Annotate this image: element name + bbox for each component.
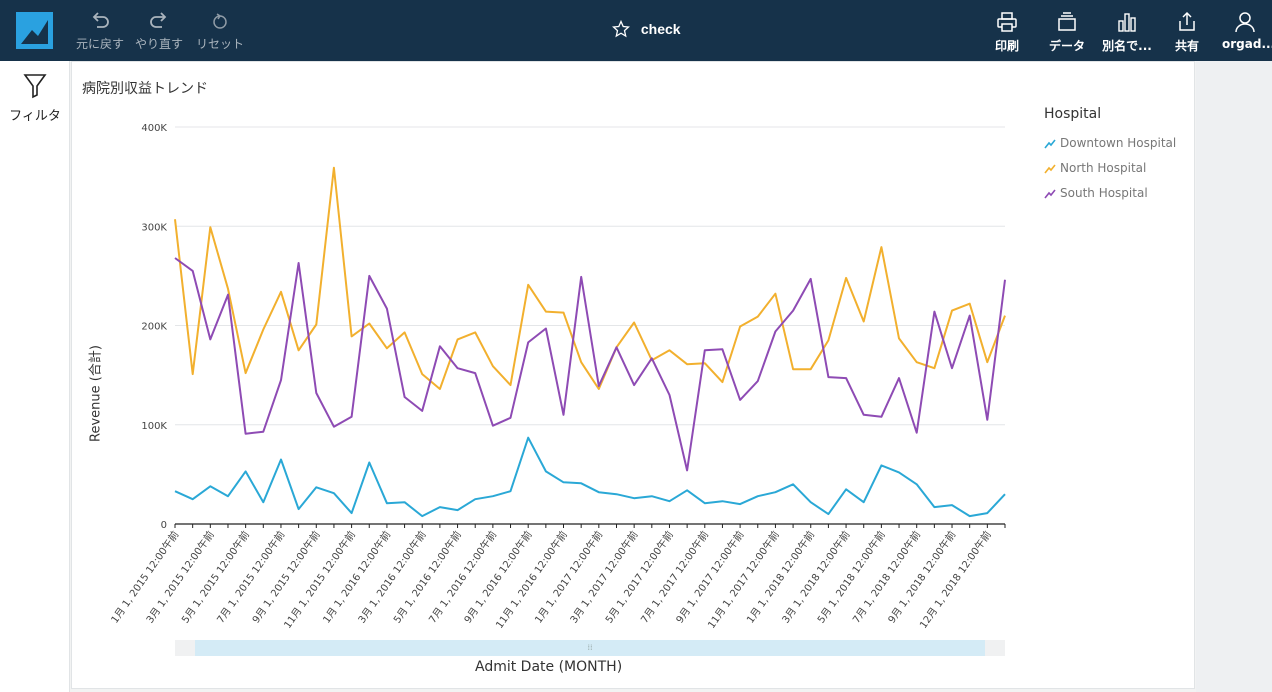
undo-label: 元に戻す <box>76 37 125 51</box>
series-line-south <box>174 257 1006 472</box>
bar-chart-icon <box>1118 13 1136 32</box>
x-tick-label: 3月 1, 2018 12:00午前 <box>779 528 853 625</box>
x-tick-label: 9月 1, 2015 12:00午前 <box>249 528 323 625</box>
top-toolbar: 元に戻す やり直す リセット check 印刷 <box>0 0 1272 61</box>
reset-label: リセット <box>195 37 244 51</box>
legend-item-south[interactable]: South Hospital <box>1044 186 1176 211</box>
x-tick-label: 5月 1, 2018 12:00午前 <box>814 528 888 625</box>
legend-label-downtown: Downtown Hospital <box>1060 136 1177 150</box>
redo-label: やり直す <box>134 37 183 51</box>
analysis-title: check <box>612 20 681 42</box>
undo-button[interactable]: 元に戻す <box>76 10 124 52</box>
range-scrollbar[interactable]: ⁞⁞ <box>175 640 1005 656</box>
analysis-title-text: check <box>640 21 681 37</box>
grip-icon: ⁞⁞ <box>587 643 593 652</box>
redo-button[interactable]: やり直す <box>134 10 184 52</box>
reset-icon <box>213 13 227 29</box>
x-tick-label: 1月 1, 2015 12:00午前 <box>108 528 182 625</box>
share-label: 共有 <box>1174 39 1199 53</box>
x-tick-label: 5月 1, 2016 12:00午前 <box>390 528 464 625</box>
x-tick-label: 11月 1, 2016 12:00午前 <box>493 528 570 631</box>
user-menu[interactable]: orgad... <box>1222 11 1272 51</box>
south-line-icon <box>1044 189 1056 198</box>
y-tick-label: 0 <box>161 520 167 531</box>
y-axis-title: Revenue (合計) <box>88 345 104 442</box>
filter-label: フィルタ <box>9 109 61 124</box>
x-tick-label: 12月 1, 2018 12:00午前 <box>917 528 994 631</box>
x-tick-label: 7月 1, 2016 12:00午前 <box>426 528 500 625</box>
downtown-line-icon <box>1044 139 1056 148</box>
legend-label-north: North Hospital <box>1060 161 1147 175</box>
redo-icon <box>150 12 167 28</box>
data-icon <box>1058 12 1076 31</box>
y-tick-label: 200K <box>141 322 167 333</box>
x-tick-label: 9月 1, 2017 12:00午前 <box>673 528 747 625</box>
y-tick-label: 300K <box>141 222 167 233</box>
x-tick-label: 7月 1, 2017 12:00午前 <box>638 528 712 625</box>
filter-button[interactable]: フィルタ <box>8 73 62 124</box>
x-tick-label: 9月 1, 2016 12:00午前 <box>461 528 535 625</box>
user-icon <box>1235 12 1255 33</box>
undo-icon <box>92 12 109 28</box>
legend-item-north[interactable]: North Hospital <box>1044 161 1176 186</box>
right-panel <box>1196 61 1272 692</box>
share-button[interactable]: 共有 <box>1170 11 1204 54</box>
legend-title: Hospital <box>1044 106 1102 122</box>
reset-button[interactable]: リセット <box>193 10 247 52</box>
x-tick-label: 5月 1, 2015 12:00午前 <box>179 528 253 625</box>
x-tick-label: 1月 1, 2017 12:00午前 <box>532 528 606 625</box>
y-tick-label: 400K <box>141 123 167 134</box>
printer-icon <box>997 12 1017 32</box>
x-tick-label: 1月 1, 2018 12:00午前 <box>744 528 818 625</box>
filter-icon <box>23 74 47 99</box>
x-tick-label: 9月 1, 2018 12:00午前 <box>885 528 959 625</box>
print-button[interactable]: 印刷 <box>990 11 1024 54</box>
y-tick-label: 100K <box>141 421 167 432</box>
line-chart-visual[interactable]: 病院別収益トレンド 0 100K 200K 300K 400K 1月 1, 2015 12… <box>71 61 1195 689</box>
left-panel: フィルタ <box>0 61 70 692</box>
range-scrollbar-thumb[interactable]: ⁞⁞ <box>195 640 985 656</box>
x-tick-label: 3月 1, 2017 12:00午前 <box>567 528 641 625</box>
app-logo[interactable] <box>16 12 53 49</box>
visual-title: 病院別収益トレンド <box>82 81 208 97</box>
x-tick-label: 3月 1, 2015 12:00午前 <box>143 528 217 625</box>
x-tick-label: 1月 1, 2016 12:00午前 <box>320 528 394 625</box>
star-icon[interactable] <box>612 20 630 38</box>
north-line-icon <box>1044 164 1056 173</box>
series-line-north <box>174 166 1006 390</box>
x-tick-label: 3月 1, 2016 12:00午前 <box>355 528 429 625</box>
x-tick-label: 7月 1, 2018 12:00午前 <box>850 528 924 625</box>
x-tick-label: 7月 1, 2015 12:00午前 <box>214 528 288 625</box>
data-button[interactable]: データ <box>1044 11 1090 54</box>
x-axis-title: Admit Date (MONTH) <box>475 659 623 675</box>
legend-item-downtown[interactable]: Downtown Hospital <box>1044 136 1176 161</box>
series-line-downtown <box>174 436 1006 518</box>
data-label: データ <box>1048 39 1085 53</box>
x-tick-label: 11月 1, 2017 12:00午前 <box>705 528 782 631</box>
print-label: 印刷 <box>994 39 1019 53</box>
save-as-label: 別名で... <box>1102 39 1152 53</box>
share-icon <box>1179 11 1195 31</box>
user-label: orgad... <box>1222 37 1272 51</box>
legend-label-south: South Hospital <box>1060 186 1148 200</box>
x-tick-label: 11月 1, 2015 12:00午前 <box>281 528 358 631</box>
legend: Hospital Downtown Hospital North Hospita… <box>1044 106 1176 211</box>
save-as-button[interactable]: 別名で... <box>1100 11 1154 54</box>
x-tick-label: 5月 1, 2017 12:00午前 <box>602 528 676 625</box>
